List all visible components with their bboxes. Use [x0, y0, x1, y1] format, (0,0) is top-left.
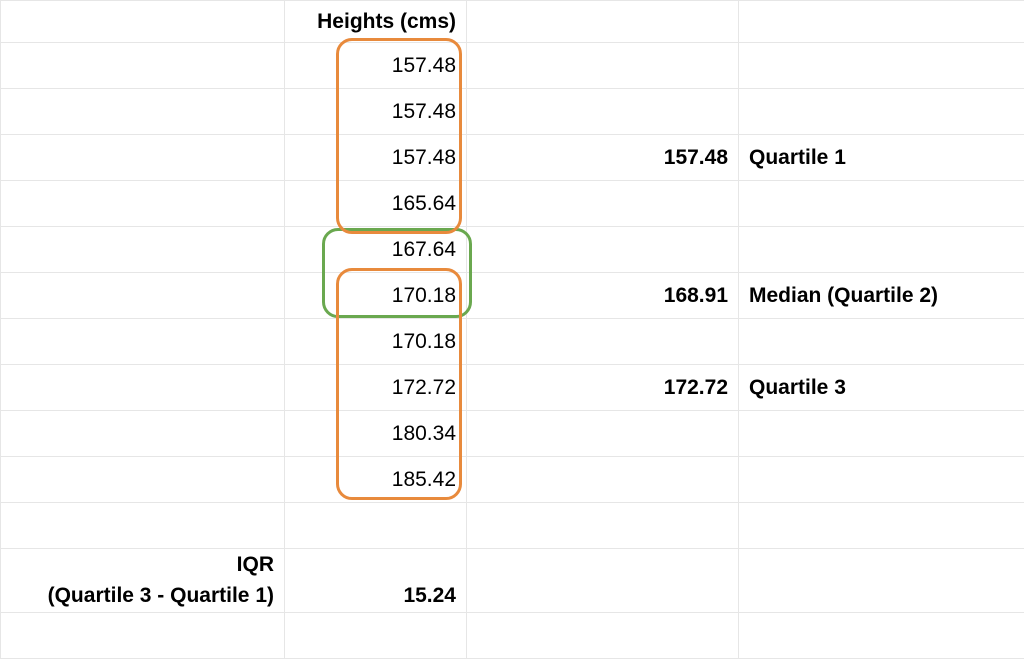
- cell-B2[interactable]: 157.48: [285, 89, 467, 135]
- spreadsheet: Heights (cms) 157.48 157.48 157.48 157.4…: [0, 0, 1024, 667]
- row-8: 172.72 172.72 Quartile 3: [1, 365, 1024, 411]
- cell-D7[interactable]: [739, 319, 1024, 365]
- cell-C9[interactable]: [467, 411, 739, 457]
- cell-C7[interactable]: [467, 319, 739, 365]
- cell-B4[interactable]: 165.64: [285, 181, 467, 227]
- cell-D6[interactable]: Median (Quartile 2): [739, 273, 1024, 319]
- cell-D-header[interactable]: [739, 1, 1024, 43]
- cell-D9[interactable]: [739, 411, 1024, 457]
- cell-A-header[interactable]: [1, 1, 285, 43]
- row-5: 167.64: [1, 227, 1024, 273]
- cell-A-tail[interactable]: [1, 613, 285, 659]
- cell-B-iqr2[interactable]: 15.24: [285, 581, 467, 613]
- cell-D3[interactable]: Quartile 1: [739, 135, 1024, 181]
- cell-C3[interactable]: 157.48: [467, 135, 739, 181]
- cell-A6[interactable]: [1, 273, 285, 319]
- cell-D10[interactable]: [739, 457, 1024, 503]
- cell-A2[interactable]: [1, 89, 285, 135]
- cell-B5[interactable]: 167.64: [285, 227, 467, 273]
- cell-A9[interactable]: [1, 411, 285, 457]
- cell-B3[interactable]: 157.48: [285, 135, 467, 181]
- cell-B1[interactable]: 157.48: [285, 43, 467, 89]
- cell-A-iqr1[interactable]: IQR: [1, 549, 285, 581]
- cell-D2[interactable]: [739, 89, 1024, 135]
- cell-B8[interactable]: 172.72: [285, 365, 467, 411]
- cell-C-tail[interactable]: [467, 613, 739, 659]
- cell-D8[interactable]: Quartile 3: [739, 365, 1024, 411]
- cell-B9[interactable]: 180.34: [285, 411, 467, 457]
- row-iqr-2: (Quartile 3 - Quartile 1) 15.24: [1, 581, 1024, 613]
- cell-C4[interactable]: [467, 181, 739, 227]
- row-tail: [1, 613, 1024, 659]
- cell-D-blank[interactable]: [739, 503, 1024, 549]
- cell-D-iqr1[interactable]: [739, 549, 1024, 581]
- cell-B10[interactable]: 185.42: [285, 457, 467, 503]
- cell-A-blank[interactable]: [1, 503, 285, 549]
- cell-C1[interactable]: [467, 43, 739, 89]
- cell-A8[interactable]: [1, 365, 285, 411]
- grid-table: Heights (cms) 157.48 157.48 157.48 157.4…: [0, 0, 1024, 659]
- cell-C6[interactable]: 168.91: [467, 273, 739, 319]
- cell-D5[interactable]: [739, 227, 1024, 273]
- cell-D1[interactable]: [739, 43, 1024, 89]
- cell-A-iqr2[interactable]: (Quartile 3 - Quartile 1): [1, 581, 285, 613]
- cell-A10[interactable]: [1, 457, 285, 503]
- row-3: 157.48 157.48 Quartile 1: [1, 135, 1024, 181]
- cell-C-iqr1[interactable]: [467, 549, 739, 581]
- row-7: 170.18: [1, 319, 1024, 365]
- cell-C5[interactable]: [467, 227, 739, 273]
- row-blank: [1, 503, 1024, 549]
- cell-C-iqr2[interactable]: [467, 581, 739, 613]
- cell-C2[interactable]: [467, 89, 739, 135]
- cell-B-tail[interactable]: [285, 613, 467, 659]
- cell-D4[interactable]: [739, 181, 1024, 227]
- cell-C-blank[interactable]: [467, 503, 739, 549]
- cell-B-blank[interactable]: [285, 503, 467, 549]
- row-9: 180.34: [1, 411, 1024, 457]
- cell-C10[interactable]: [467, 457, 739, 503]
- cell-D-tail[interactable]: [739, 613, 1024, 659]
- row-4: 165.64: [1, 181, 1024, 227]
- cell-B-iqr1[interactable]: [285, 549, 467, 581]
- row-10: 185.42: [1, 457, 1024, 503]
- row-header: Heights (cms): [1, 1, 1024, 43]
- cell-A5[interactable]: [1, 227, 285, 273]
- row-1: 157.48: [1, 43, 1024, 89]
- row-2: 157.48: [1, 89, 1024, 135]
- cell-C8[interactable]: 172.72: [467, 365, 739, 411]
- row-iqr-1: IQR: [1, 549, 1024, 581]
- cell-A1[interactable]: [1, 43, 285, 89]
- cell-D-iqr2[interactable]: [739, 581, 1024, 613]
- cell-A3[interactable]: [1, 135, 285, 181]
- cell-A7[interactable]: [1, 319, 285, 365]
- row-6: 170.18 168.91 Median (Quartile 2): [1, 273, 1024, 319]
- cell-C-header[interactable]: [467, 1, 739, 43]
- cell-B-header[interactable]: Heights (cms): [285, 1, 467, 43]
- cell-A4[interactable]: [1, 181, 285, 227]
- cell-B6[interactable]: 170.18: [285, 273, 467, 319]
- cell-B7[interactable]: 170.18: [285, 319, 467, 365]
